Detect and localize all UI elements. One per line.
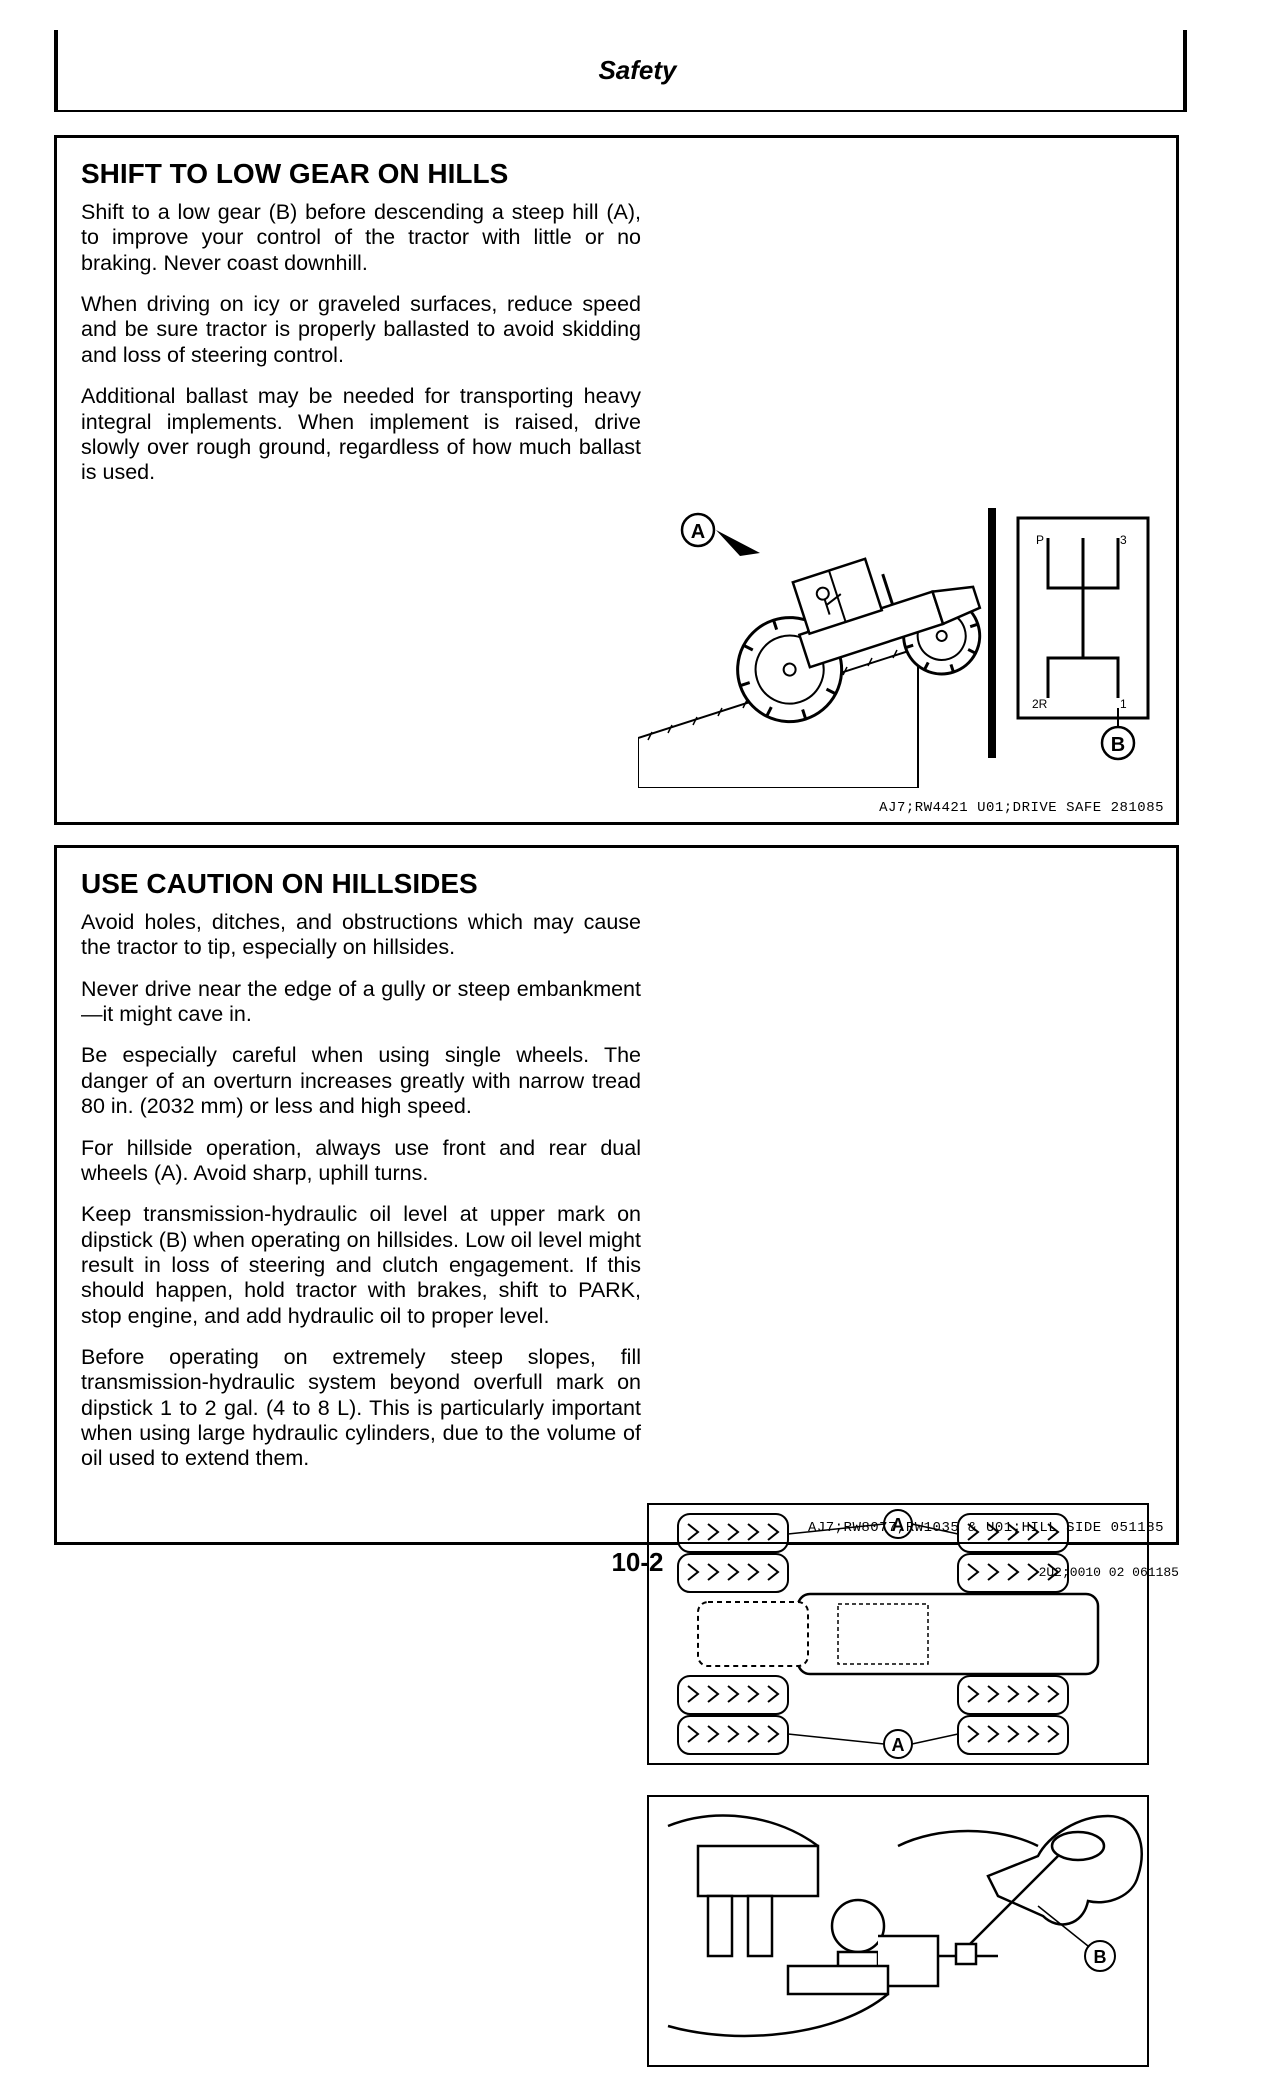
page: Safety SHIFT TO LOW GEAR ON HILLS Shift … — [0, 0, 1275, 1650]
tractor-hill-illustration: A P 3 2R 1 — [638, 508, 1158, 788]
section1-title: SHIFT TO LOW GEAR ON HILLS — [57, 138, 1176, 200]
section-hillsides: USE CAUTION ON HILLSIDES Avoid holes, di… — [54, 845, 1179, 1545]
section-shift-low-gear: SHIFT TO LOW GEAR ON HILLS Shift to a lo… — [54, 135, 1179, 825]
svg-text:B: B — [1094, 1947, 1107, 1967]
section2-fig-code: AJ7;RW8077,RW1035 & U01;HILL SIDE 051185 — [808, 1520, 1164, 1536]
section2-p2: Never drive near the edge of a gully or … — [81, 977, 641, 1028]
section2-p1: Avoid holes, ditches, and obstructions w… — [81, 910, 641, 961]
header-title: Safety — [0, 55, 1275, 86]
footer-code: 2U2;0010 02 061185 — [1039, 1565, 1179, 1580]
section1-p1: Shift to a low gear (B) before descendin… — [81, 200, 641, 276]
section1-p2: When driving on icy or graveled surfaces… — [81, 292, 641, 368]
section2-p4: For hillside operation, always use front… — [81, 1136, 641, 1187]
section1-text: Shift to a low gear (B) before descendin… — [57, 200, 651, 502]
svg-text:A: A — [892, 1735, 905, 1755]
section2-title: USE CAUTION ON HILLSIDES — [57, 848, 1176, 910]
section2-text: Avoid holes, ditches, and obstructions w… — [57, 910, 651, 1488]
footer-rule — [54, 1542, 1179, 1544]
section1-figure: A P 3 2R 1 — [638, 502, 1176, 788]
svg-text:2R: 2R — [1032, 697, 1048, 711]
dipstick-illustration: B — [638, 1786, 1158, 2076]
svg-text:P: P — [1036, 533, 1044, 547]
svg-text:1: 1 — [1120, 697, 1127, 711]
svg-text:B: B — [1111, 734, 1125, 756]
section1-fig-code: AJ7;RW4421 U01;DRIVE SAFE 281085 — [879, 800, 1164, 816]
svg-text:3: 3 — [1120, 533, 1127, 547]
section2-p3: Be especially careful when using single … — [81, 1043, 641, 1119]
section1-p3: Additional ballast may be needed for tra… — [81, 384, 641, 485]
svg-text:A: A — [691, 521, 705, 543]
section2-p6: Before operating on extremely steep slop… — [81, 1345, 641, 1472]
section2-p5: Keep transmission-hydraulic oil level at… — [81, 1202, 641, 1329]
